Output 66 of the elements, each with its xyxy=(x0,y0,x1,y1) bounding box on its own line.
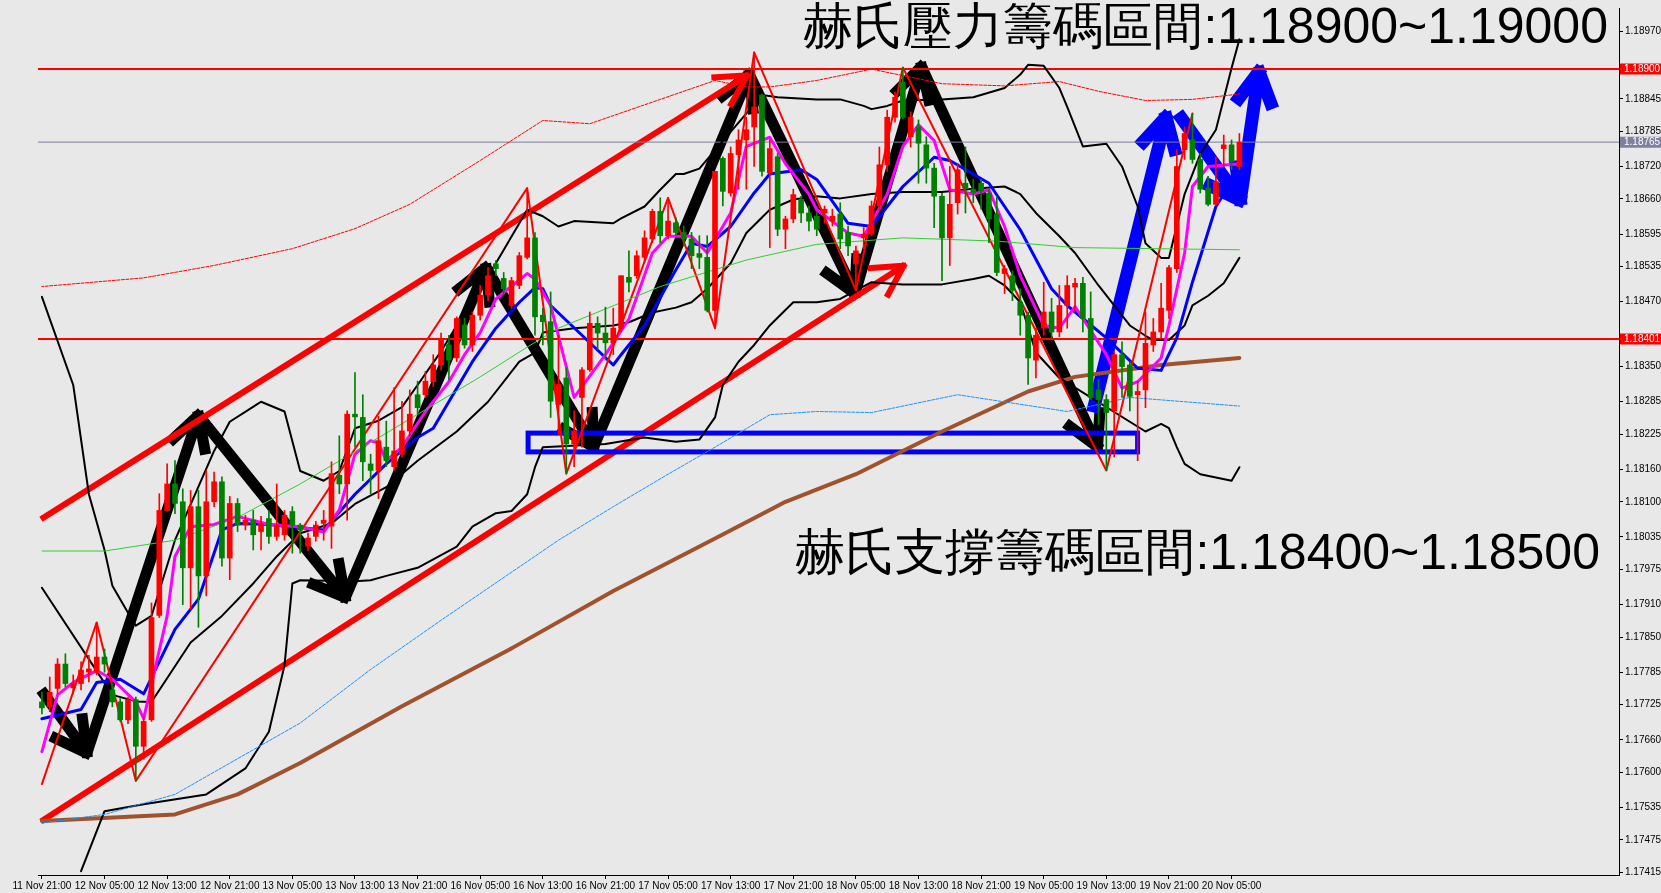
x-tick-label: 12 Nov 21:00 xyxy=(200,879,260,891)
candlestick xyxy=(1072,278,1078,313)
candlestick xyxy=(86,655,92,683)
x-tick-label: 17 Nov 05:00 xyxy=(638,879,699,891)
y-tick-label: 1.18720 xyxy=(1625,160,1661,172)
y-tick-label: 1.18100 xyxy=(1625,495,1661,507)
y-tick-label: 1.17850 xyxy=(1625,630,1661,642)
candlestick xyxy=(352,372,358,448)
ref-line-label: 1.18900 xyxy=(1624,62,1661,74)
x-tick-label: 11 Nov 21:00 xyxy=(12,879,72,891)
x-tick-label: 20 Nov 05:00 xyxy=(1201,879,1262,891)
candlestick xyxy=(860,227,867,250)
annotation: 赫氏壓力籌碼區間:1.18900~1.19000 xyxy=(803,0,1608,54)
x-tick-label: 12 Nov 05:00 xyxy=(74,879,135,891)
candlestick xyxy=(626,250,632,293)
candlestick xyxy=(743,116,750,190)
x-tick-label: 19 Nov 13:00 xyxy=(1076,879,1137,891)
y-tick-label: 1.18160 xyxy=(1625,463,1661,475)
x-tick-label: 18 Nov 21:00 xyxy=(951,879,1012,891)
candlestick xyxy=(766,139,773,248)
x-tick-label: 16 Nov 21:00 xyxy=(575,879,636,891)
y-tick-label: 1.17600 xyxy=(1625,765,1661,777)
annotation: 赫氏支撐籌碼區間:1.18400~1.18500 xyxy=(795,524,1600,580)
x-tick-label: 18 Nov 13:00 xyxy=(888,879,949,891)
x-tick-label: 12 Nov 13:00 xyxy=(137,879,198,891)
y-tick-label: 1.17475 xyxy=(1625,833,1661,845)
x-tick-label: 16 Nov 05:00 xyxy=(450,879,511,891)
y-tick-label: 1.18660 xyxy=(1625,192,1661,204)
x-tick-label: 19 Nov 05:00 xyxy=(1013,879,1074,891)
y-tick-label: 1.18470 xyxy=(1625,295,1661,307)
y-tick-label: 1.18225 xyxy=(1625,427,1661,439)
candlestick xyxy=(970,179,977,204)
candlestick xyxy=(571,410,577,467)
candlestick xyxy=(273,483,280,541)
y-tick-label: 1.18285 xyxy=(1625,395,1661,407)
x-tick-label: 17 Nov 21:00 xyxy=(763,879,824,891)
y-tick-label: 1.17725 xyxy=(1625,698,1661,710)
candlestick xyxy=(336,435,343,495)
y-tick-label: 1.17975 xyxy=(1625,563,1661,575)
candlestick xyxy=(1220,134,1227,167)
y-tick-label: 1.17910 xyxy=(1625,598,1661,610)
ref-line-label: 1.18401 xyxy=(1624,332,1661,344)
candlestick xyxy=(1119,341,1125,398)
x-tick-label: 16 Nov 13:00 xyxy=(513,879,573,891)
y-tick-label: 1.17535 xyxy=(1625,801,1661,813)
y-tick-label: 1.18350 xyxy=(1625,360,1661,372)
y-tick-label: 1.18595 xyxy=(1625,227,1661,239)
y-tick-label: 1.18535 xyxy=(1625,260,1661,272)
y-tick-label: 1.17785 xyxy=(1625,665,1661,677)
candlestick xyxy=(320,510,327,541)
y-tick-label: 1.18970 xyxy=(1625,25,1661,37)
x-tick-label: 13 Nov 05:00 xyxy=(262,879,323,891)
candlestick xyxy=(391,387,397,471)
candlestick xyxy=(539,307,546,346)
y-tick-label: 1.18785 xyxy=(1625,125,1661,137)
x-tick-label: 19 Nov 21:00 xyxy=(1139,879,1200,891)
y-tick-label: 1.17415 xyxy=(1625,866,1661,878)
x-tick-label: 17 Nov 13:00 xyxy=(700,879,761,891)
ref-line-label: 1.18765 xyxy=(1624,135,1661,147)
candlestick xyxy=(297,523,304,554)
x-tick-label: 18 Nov 05:00 xyxy=(826,879,887,891)
x-tick-label: 13 Nov 13:00 xyxy=(325,879,386,891)
x-tick-label: 13 Nov 21:00 xyxy=(387,879,448,891)
y-tick-label: 1.18035 xyxy=(1625,530,1661,542)
y-tick-label: 1.18845 xyxy=(1625,92,1661,104)
y-tick-label: 1.17660 xyxy=(1625,733,1661,745)
